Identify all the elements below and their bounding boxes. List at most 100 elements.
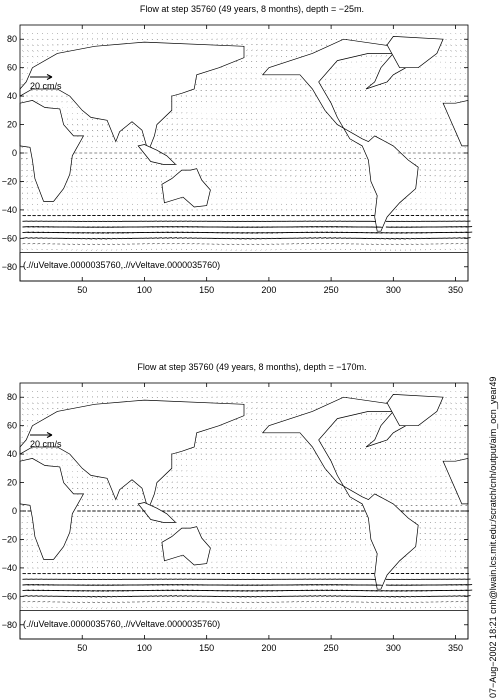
velocity-arrow: [156, 129, 158, 131]
velocity-arrow: [231, 595, 237, 598]
velocity-arrow: [226, 402, 228, 404]
velocity-arrow: [86, 544, 88, 546]
velocity-arrow: [315, 533, 317, 535]
velocity-arrow: [310, 544, 312, 547]
velocity-arrow: [236, 476, 238, 478]
velocity-arrow: [101, 124, 104, 126]
velocity-arrow: [102, 243, 105, 246]
velocity-arrow: [161, 129, 163, 131]
velocity-arrow: [106, 186, 108, 188]
velocity-arrow: [92, 476, 93, 478]
velocity-arrow: [449, 186, 451, 188]
velocity-arrow: [330, 248, 332, 250]
velocity-arrow: [96, 532, 98, 534]
velocity-arrow: [220, 607, 222, 609]
velocity-arrow: [296, 118, 297, 120]
velocity-arrow: [31, 544, 33, 546]
panel-bottom: Flow at step 35760 (49 years, 8 months),…: [2, 362, 473, 653]
velocity-arrow: [112, 243, 115, 245]
velocity-arrow: [250, 527, 252, 529]
velocity-arrow: [72, 243, 76, 245]
velocity-arrow: [316, 408, 318, 410]
velocity-arrow: [31, 175, 33, 177]
velocity-arrow: [246, 135, 248, 137]
velocity-arrow: [87, 237, 93, 240]
velocity-arrow: [101, 527, 103, 529]
velocity-arrow: [321, 562, 322, 563]
velocity-arrow: [325, 117, 327, 120]
velocity-arrow: [181, 39, 183, 40]
coastline-2: [19, 100, 85, 202]
velocity-arrow: [156, 487, 158, 489]
coastline-0: [261, 396, 419, 590]
velocity-arrow: [246, 407, 248, 409]
velocity-arrow: [101, 532, 103, 534]
velocity-arrow: [146, 186, 148, 188]
velocity-arrow: [380, 130, 382, 132]
velocity-arrow: [231, 601, 235, 603]
velocity-arrow: [77, 118, 78, 120]
velocity-arrow: [166, 475, 168, 478]
velocity-arrow: [145, 539, 148, 541]
panel-top-scale-arrow: [30, 74, 53, 80]
velocity-arrow: [156, 39, 158, 40]
velocity-arrow: [166, 204, 168, 205]
velocity-arrow: [77, 601, 81, 603]
velocity-arrow: [255, 527, 257, 529]
velocity-arrow: [321, 135, 323, 137]
velocity-arrow: [230, 527, 232, 529]
velocity-arrow: [246, 488, 248, 490]
velocity-arrow: [91, 186, 93, 188]
velocity-arrow: [246, 38, 248, 40]
velocity-arrow: [331, 595, 337, 597]
velocity-arrow: [255, 607, 257, 609]
velocity-arrow: [251, 44, 253, 46]
velocity-arrow: [82, 601, 86, 603]
velocity-arrow: [301, 44, 303, 46]
velocity-arrow: [400, 135, 402, 137]
velocity-arrow: [225, 538, 227, 540]
velocity-arrow: [107, 601, 110, 603]
velocity-arrow: [330, 135, 333, 137]
velocity-arrow: [86, 607, 88, 609]
velocity-arrow: [316, 123, 318, 125]
velocity-arrow: [260, 533, 262, 534]
velocity-arrow: [22, 56, 24, 58]
velocity-arrow: [26, 181, 28, 183]
velocity-arrow: [394, 607, 396, 609]
velocity-arrow: [246, 493, 248, 495]
velocity-arrow: [71, 607, 73, 609]
velocity-arrow: [82, 124, 84, 126]
velocity-arrow: [181, 118, 183, 120]
velocity-arrow: [310, 186, 312, 189]
velocity-arrow: [400, 237, 406, 240]
velocity-arrow: [72, 130, 74, 131]
x-tick-label: 300: [386, 285, 401, 295]
velocity-arrow: [225, 180, 227, 182]
velocity-arrow: [459, 181, 461, 183]
velocity-arrow: [325, 402, 328, 404]
velocity-arrow: [21, 169, 23, 171]
velocity-arrow: [151, 237, 158, 239]
velocity-arrow: [186, 476, 188, 478]
velocity-arrow: [32, 44, 34, 46]
velocity-arrow: [92, 38, 94, 40]
velocity-arrow: [107, 237, 113, 240]
velocity-arrow: [240, 174, 242, 176]
velocity-arrow: [310, 606, 312, 608]
velocity-arrow: [405, 493, 407, 495]
velocity-arrow: [76, 249, 78, 251]
velocity-arrow: [155, 533, 158, 535]
velocity-arrow: [31, 527, 33, 529]
y-tick-label: −60: [2, 233, 17, 243]
velocity-arrow: [191, 476, 193, 478]
velocity-arrow: [306, 237, 312, 239]
velocity-arrow: [236, 124, 238, 126]
velocity-arrow: [305, 544, 307, 546]
velocity-arrow: [241, 476, 243, 478]
velocity-arrow: [251, 118, 253, 120]
velocity-arrow: [191, 118, 193, 120]
velocity-arrow: [245, 459, 247, 461]
velocity-arrow: [330, 544, 332, 546]
velocity-arrow: [251, 124, 253, 126]
